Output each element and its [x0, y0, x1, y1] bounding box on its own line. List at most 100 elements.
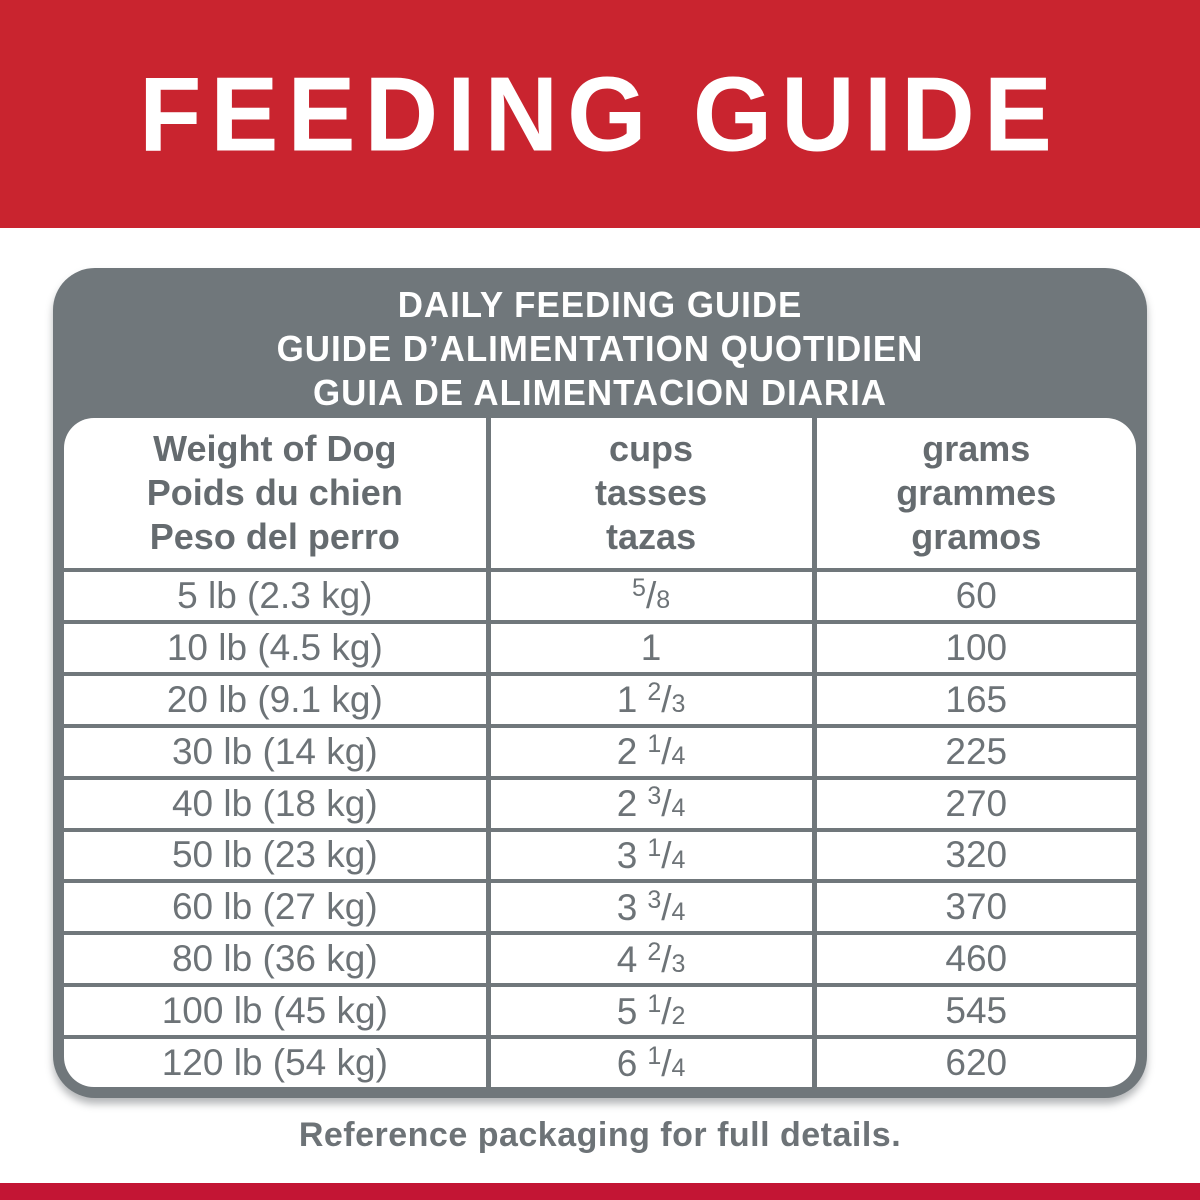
fraction-denominator: 3	[671, 690, 686, 719]
cups-fraction: 2/3	[647, 678, 686, 721]
card-title-line-fr: GUIDE D’ALIMENTATION QUOTIDIEN	[276, 328, 924, 369]
column-header-grams-es: gramos	[911, 516, 1042, 557]
cups-value: 1 2/3	[617, 678, 686, 721]
cups-value: 1/	[641, 627, 662, 669]
cups-value: 4 2/3	[617, 938, 686, 981]
fraction-numerator: 1	[647, 989, 662, 1018]
weight-cell: 10 lb (4.5 kg)	[64, 623, 491, 672]
fraction-slash: /	[661, 1042, 672, 1084]
grams-cell: 165	[817, 676, 1136, 724]
table-row: 30 lb (14 kg) 2 1/4 225	[64, 723, 1136, 776]
cups-whole-number: 4	[616, 938, 638, 980]
card-title-line-es: GUIA DE ALIMENTACION DIARIA	[313, 372, 887, 413]
weight-cell: 60 lb (27 kg)	[64, 883, 491, 932]
weight-cell: 80 lb (36 kg)	[64, 935, 491, 984]
card-title-line-en: DAILY FEEDING GUIDE	[397, 284, 803, 325]
cups-fraction: 1/2	[647, 989, 685, 1032]
cups-cell: 2 3/4	[491, 779, 817, 828]
grams-value: 60	[955, 574, 997, 616]
cups-whole-number: 2	[616, 731, 638, 773]
fraction-denominator: 8	[656, 586, 671, 615]
cups-value: 2 1/4	[617, 730, 686, 773]
feeding-table: Weight of Dog Poids du chien Peso del pe…	[64, 418, 1136, 1087]
cups-cell: 1/	[491, 623, 817, 672]
weight-value: 5 lb (2.3 kg)	[177, 574, 373, 616]
fraction-denominator: 4	[671, 742, 686, 771]
weight-value: 80 lb (36 kg)	[171, 938, 378, 980]
cups-whole-number: 1	[616, 679, 638, 721]
table-body: 5 lb (2.3 kg) 5/8 60 10 lb (4.5 kg) 1/ 1…	[64, 568, 1136, 1087]
grams-value: 225	[945, 730, 1008, 772]
footer-note: Reference packaging for full details.	[298, 1116, 902, 1154]
weight-cell: 40 lb (18 kg)	[64, 779, 491, 828]
column-header-grams-en: grams	[922, 428, 1031, 469]
grams-cell: 370	[817, 883, 1136, 931]
grams-value: 545	[945, 990, 1008, 1032]
cups-cell: 4 2/3	[491, 935, 817, 984]
fraction-denominator: 4	[671, 794, 686, 823]
grams-cell: 270	[817, 780, 1136, 828]
grams-cell: 620	[817, 1039, 1136, 1087]
cups-fraction: 3/4	[647, 886, 686, 928]
cups-cell: 1 2/3	[491, 675, 817, 724]
fraction-slash: /	[661, 783, 672, 825]
grams-value: 620	[945, 1042, 1008, 1084]
weight-value: 120 lb (54 kg)	[161, 1042, 388, 1084]
grams-value: 270	[945, 782, 1008, 824]
cups-fraction: 1/4	[647, 730, 686, 772]
daily-feeding-guide-card: DAILY FEEDING GUIDE GUIDE D’ALIMENTATION…	[53, 268, 1147, 1098]
fraction-denominator: 4	[671, 845, 686, 874]
cups-cell: 3 3/4	[491, 883, 817, 932]
weight-cell: 120 lb (54 kg)	[64, 1039, 491, 1087]
weight-value: 20 lb (9.1 kg)	[166, 678, 383, 720]
grams-value: 320	[945, 834, 1008, 876]
column-header-cups: cups tasses tazas	[491, 418, 817, 568]
fraction-denominator: 3	[671, 949, 686, 978]
table-row: 10 lb (4.5 kg) 1/ 100	[64, 619, 1136, 672]
table-row: 120 lb (54 kg) 6 1/4 620	[64, 1035, 1136, 1087]
column-header-weight-fr: Poids du chien	[146, 472, 403, 513]
cups-cell: 3 1/4	[491, 831, 817, 880]
grams-cell: 225	[817, 728, 1136, 776]
fraction-numerator: 5	[632, 574, 646, 603]
column-header-cups-fr: tasses	[595, 472, 708, 513]
cups-fraction: 3/4	[647, 782, 686, 825]
grams-cell: 60	[817, 572, 1136, 620]
fraction-numerator: 3	[647, 782, 662, 811]
cups-value: 3 3/4	[617, 886, 686, 929]
weight-value: 10 lb (4.5 kg)	[166, 626, 383, 668]
cups-cell: 6 1/4	[491, 1039, 817, 1087]
table-row: 20 lb (9.1 kg) 1 2/3 165	[64, 671, 1136, 724]
table-row: 50 lb (23 kg) 3 1/4 320	[64, 827, 1136, 880]
card-title: DAILY FEEDING GUIDE GUIDE D’ALIMENTATION…	[53, 283, 1147, 415]
table-row: 80 lb (36 kg) 4 2/3 460	[64, 931, 1136, 984]
table-row: 5 lb (2.3 kg) 5/8 60	[64, 568, 1136, 620]
column-header-weight-es: Peso del perro	[149, 516, 400, 557]
weight-value: 50 lb (23 kg)	[171, 834, 378, 876]
grams-cell: 320	[817, 832, 1136, 880]
fraction-numerator: 1	[647, 1041, 662, 1070]
cups-value: 5 1/2	[617, 990, 686, 1033]
weight-cell: 50 lb (23 kg)	[64, 831, 491, 880]
cups-whole-number: 2	[616, 783, 638, 825]
fraction-denominator: 4	[671, 897, 686, 926]
cups-fraction: 2/3	[647, 937, 686, 980]
fraction-denominator: 4	[671, 1053, 686, 1082]
column-header-cups-es: tazas	[606, 516, 697, 557]
cups-whole-number: 3	[616, 834, 638, 876]
fraction-slash: /	[661, 679, 672, 721]
column-header-cups-en: cups	[609, 428, 694, 469]
weight-cell: 5 lb (2.3 kg)	[64, 572, 491, 620]
fraction-numerator: 2	[647, 937, 662, 966]
grams-value: 460	[945, 938, 1008, 980]
weight-cell: 100 lb (45 kg)	[64, 987, 491, 1036]
cups-value: 6 1/4	[617, 1042, 686, 1085]
fraction-slash: /	[645, 575, 657, 617]
cups-whole-number: 1	[640, 626, 662, 668]
fraction-slash: /	[661, 938, 672, 980]
cups-value: 2 3/4	[617, 782, 686, 825]
table-row: 40 lb (18 kg) 2 3/4 270	[64, 775, 1136, 828]
bottom-red-bar	[0, 1183, 1200, 1200]
weight-cell: 30 lb (14 kg)	[64, 727, 491, 776]
fraction-numerator: 1	[647, 833, 662, 862]
